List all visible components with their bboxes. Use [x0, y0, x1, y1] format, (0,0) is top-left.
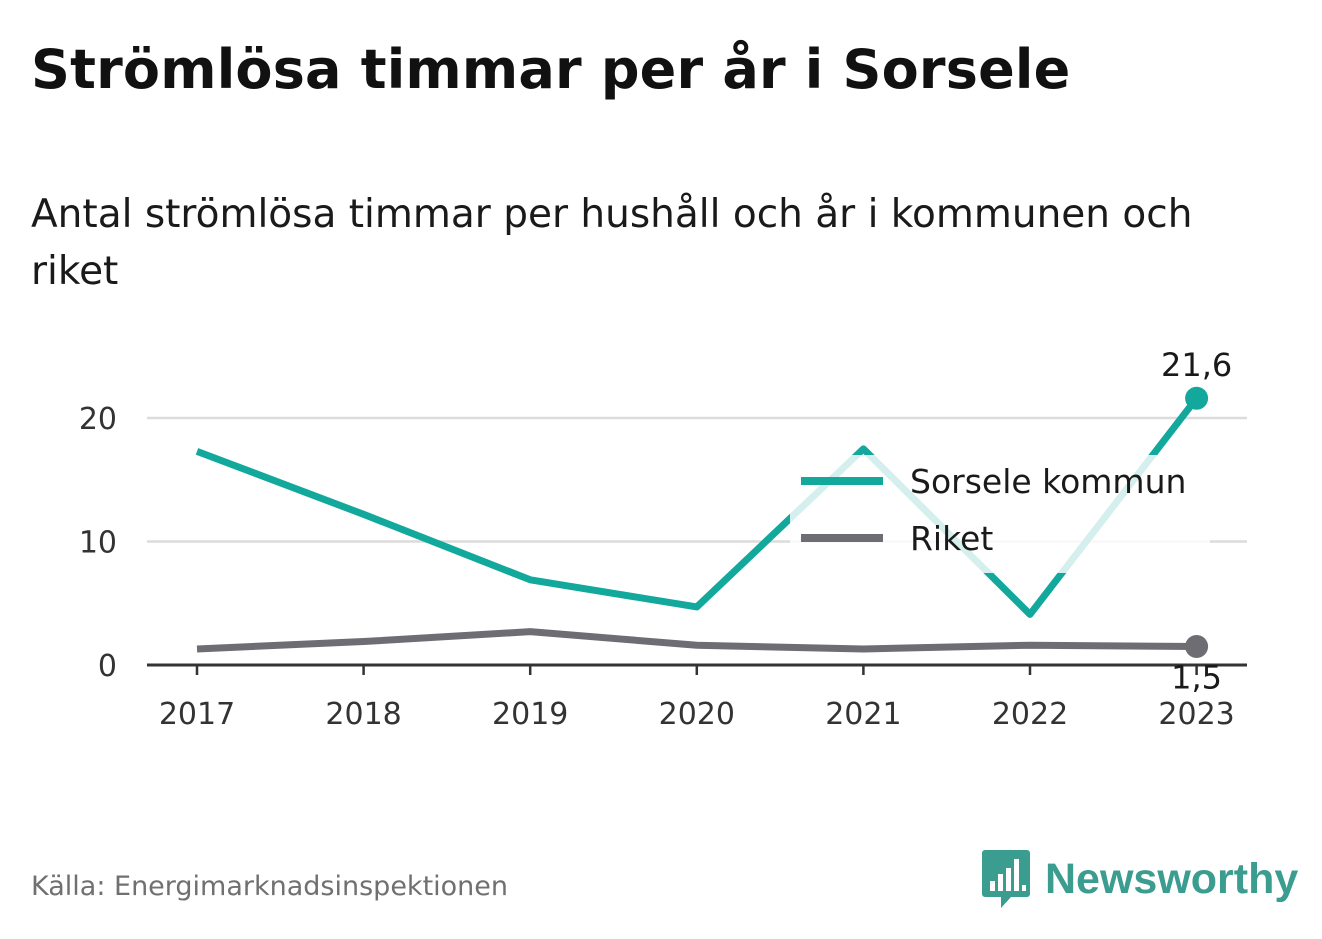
series-lines [195, 386, 1209, 658]
x-tick-label: 2020 [659, 697, 735, 732]
brand-logo: Newsworthy [981, 848, 1298, 910]
series-line [196, 628, 1197, 653]
x-tick-label: 2022 [992, 697, 1068, 732]
data-label-end: 21,6 [1161, 346, 1232, 384]
legend-label: Riket [910, 519, 993, 558]
x-tick-label: 2023 [1158, 697, 1234, 732]
source-note: Källa: Energimarknadsinspektionen [31, 871, 509, 902]
legend-label: Sorsele kommun [910, 462, 1186, 501]
x-tick-label: 2021 [825, 697, 901, 732]
y-axis-ticks: 0 10 20 [79, 402, 117, 684]
x-axis-ticks: 2017 2018 2019 2020 2021 2022 2023 [159, 665, 1235, 732]
newsworthy-logo-icon [982, 850, 1030, 908]
data-labels: 21,6 1,5 [1161, 346, 1232, 696]
y-tick-label: 20 [79, 402, 117, 437]
chart-subtitle: Antal strömlösa timmar per hushåll och å… [31, 192, 1193, 294]
x-tick-label: 2018 [325, 697, 401, 732]
brand-name: Newsworthy [1045, 854, 1299, 903]
legend-background [790, 455, 1210, 573]
series-end-point [1185, 634, 1209, 658]
x-tick-label: 2017 [159, 697, 235, 732]
y-tick-label: 0 [98, 649, 117, 684]
chart-title: Strömlösa timmar per år i Sorsele [31, 38, 1071, 101]
data-label-end: 1,5 [1171, 658, 1222, 696]
series-line [195, 396, 1200, 618]
legend: Sorsele kommun Riket [790, 455, 1210, 573]
series-end-point [1185, 386, 1209, 410]
x-tick-label: 2019 [492, 697, 568, 732]
y-tick-label: 10 [79, 526, 117, 561]
